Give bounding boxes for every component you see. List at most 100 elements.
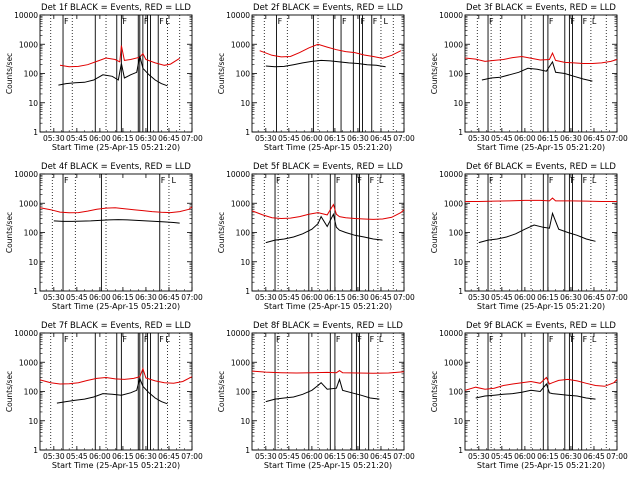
detector-8-marker-label: F bbox=[336, 335, 341, 344]
detector-9-xtick-label: 06:15 bbox=[537, 452, 559, 461]
detector-3-marker-label: F bbox=[549, 17, 554, 26]
detector-1-marker-label: F bbox=[144, 17, 149, 26]
detector-3-title: Det 3f BLACK = Events, RED = LLD bbox=[466, 3, 616, 13]
detector-5-xtick-label: 06:30 bbox=[347, 293, 369, 302]
detector-4-marker-label: L bbox=[172, 176, 177, 185]
detector-3-marker-label: L bbox=[592, 17, 597, 26]
detector-7-xtick-label: 06:15 bbox=[112, 452, 134, 461]
detector-9-xtick-label: 07:00 bbox=[606, 452, 628, 461]
detector-7-marker-label: L bbox=[165, 335, 170, 344]
detector-6-ylabel: Counts/sec bbox=[430, 212, 439, 253]
detector-9-marker-label: F bbox=[489, 335, 494, 344]
detector-2-xtick-label: 05:45 bbox=[278, 134, 300, 143]
detector-8-series-lld bbox=[251, 369, 405, 374]
detector-6-marker-label: F bbox=[583, 176, 588, 185]
detector-6-xtick-label: 06:45 bbox=[583, 293, 605, 302]
detector-5-marker-label: F bbox=[357, 176, 362, 185]
detector-2-ytick-label: 1 bbox=[245, 128, 250, 137]
detector-1-ytick-label: 1000 bbox=[19, 40, 38, 49]
detector-8-marker-label: F bbox=[357, 335, 362, 344]
detector-5-panel: Det 5f BLACK = Events, RED = LLD 1 10 100 10… bbox=[217, 162, 415, 311]
detector-2-marker-label: F bbox=[278, 17, 283, 26]
detector-3-xtick-label: 05:30 bbox=[468, 134, 490, 143]
detector-2-xlabel: Start Time (25-Apr-15 05:21:20) bbox=[264, 143, 392, 152]
detector-8-ytick-label: 1000 bbox=[231, 358, 250, 367]
detector-6-title: Det 6f BLACK = Events, RED = LLD bbox=[466, 162, 616, 172]
detector-3-xtick-label: 06:15 bbox=[537, 134, 559, 143]
detector-3-marker-label: F bbox=[583, 17, 588, 26]
detector-2-xtick-label: 06:30 bbox=[347, 134, 369, 143]
detector-5-series-lld bbox=[251, 203, 405, 220]
detector-1-marker-label: L bbox=[165, 17, 170, 26]
detector-2-marker-label: L bbox=[384, 17, 389, 26]
detector-8-marker-label: F bbox=[370, 335, 375, 344]
detector-1-xtick-label: 06:00 bbox=[89, 134, 111, 143]
detector-3-series-lld bbox=[464, 51, 618, 64]
detector-7-marker-label: F bbox=[64, 335, 69, 344]
detector-4-xtick-label: 05:45 bbox=[66, 293, 88, 302]
detector-7-xtick-label: 06:30 bbox=[135, 452, 157, 461]
detector-1-marker-label: F bbox=[122, 17, 127, 26]
detector-8-xlabel: Start Time (25-Apr-15 05:21:20) bbox=[264, 461, 392, 470]
detector-6-series-events bbox=[478, 211, 596, 244]
detector-6-xtick-label: 05:30 bbox=[468, 293, 490, 302]
detector-8-series-events bbox=[265, 377, 380, 403]
detector-4-marker-label: F bbox=[161, 176, 166, 185]
detector-9-marker-label: F bbox=[570, 335, 575, 344]
detector-4-ytick-label: 10000 bbox=[14, 170, 38, 179]
detector-8-xtick-label: 07:00 bbox=[393, 452, 415, 461]
detector-9-series-events bbox=[475, 382, 596, 400]
detector-2-xtick-label: 06:15 bbox=[324, 134, 346, 143]
detector-9-xtick-label: 06:30 bbox=[560, 452, 582, 461]
detector-2-panel: Det 2f BLACK = Events, RED = LLD 1 10 100 10… bbox=[217, 3, 415, 152]
detector-5-ytick-label: 1000 bbox=[231, 199, 250, 208]
detector-3-ytick-label: 1000 bbox=[444, 40, 463, 49]
detector-9-marker-label: F bbox=[549, 335, 554, 344]
detector-3-panel: Det 3f BLACK = Events, RED = LLD 1 10 100 10… bbox=[430, 3, 628, 152]
detector-6-ytick-label: 100 bbox=[449, 229, 464, 238]
detector-1-ytick-label: 10 bbox=[28, 99, 38, 108]
detector-5-marker-label: F bbox=[336, 176, 341, 185]
detector-6-ytick-label: 1000 bbox=[444, 199, 463, 208]
detector-6-series-lld bbox=[465, 197, 617, 202]
detector-3-series-events bbox=[481, 60, 593, 82]
detector-5-xtick-label: 07:00 bbox=[393, 293, 415, 302]
detector-1-xtick-label: 05:30 bbox=[43, 134, 65, 143]
detector-8-xtick-label: 05:45 bbox=[278, 452, 300, 461]
detector-1-ylabel: Counts/sec bbox=[5, 53, 14, 94]
detector-4-ytick-label: 100 bbox=[24, 229, 39, 238]
detector-8-xtick-label: 06:30 bbox=[347, 452, 369, 461]
detector-8-marker-label: L bbox=[379, 335, 384, 344]
detector-6-xlabel: Start Time (25-Apr-15 05:21:20) bbox=[477, 302, 605, 311]
detector-9-marker-label: L bbox=[592, 335, 597, 344]
detector-9-panel: Det 9f BLACK = Events, RED = LLD 1 10 100 10… bbox=[430, 321, 628, 470]
detector-2-ytick-label: 10 bbox=[240, 99, 250, 108]
detector-1-series-events bbox=[58, 55, 168, 87]
detector-3-xlabel: Start Time (25-Apr-15 05:21:20) bbox=[477, 143, 605, 152]
detector-6-xtick-label: 07:00 bbox=[606, 293, 628, 302]
detector-1-panel: Det 1f BLACK = Events, RED = LLD 1 10 100 10… bbox=[5, 3, 203, 152]
detector-3-xtick-label: 05:45 bbox=[491, 134, 513, 143]
detector-7-marker-label: F bbox=[159, 335, 164, 344]
detector-6-xtick-label: 05:45 bbox=[491, 293, 513, 302]
detector-9-xtick-label: 06:00 bbox=[514, 452, 536, 461]
detector-8-panel: Det 8f BLACK = Events, RED = LLD 1 10 100 10… bbox=[217, 321, 415, 470]
detector-9-xtick-label: 05:30 bbox=[468, 452, 490, 461]
detector-3-ytick-label: 100 bbox=[449, 70, 464, 79]
detector-2-series-lld bbox=[259, 43, 402, 59]
detector-6-marker-label: F bbox=[549, 176, 554, 185]
detector-7-marker-label: F bbox=[122, 335, 127, 344]
detector-4-xtick-label: 07:00 bbox=[181, 293, 203, 302]
detector-7-ytick-label: 1000 bbox=[19, 358, 38, 367]
detector-1-xlabel: Start Time (25-Apr-15 05:21:20) bbox=[52, 143, 180, 152]
detector-4-series-lld bbox=[39, 206, 193, 214]
detector-5-ytick-label: 100 bbox=[236, 229, 251, 238]
detector-9-xtick-label: 05:45 bbox=[491, 452, 513, 461]
detector-3-xtick-label: 06:30 bbox=[560, 134, 582, 143]
detector-9-ytick-label: 10000 bbox=[439, 329, 463, 338]
detector-9-xlabel: Start Time (25-Apr-15 05:21:20) bbox=[477, 461, 605, 470]
detector-6-xtick-label: 06:30 bbox=[560, 293, 582, 302]
detector-7-ytick-label: 100 bbox=[24, 388, 39, 397]
detector-5-series-events bbox=[265, 212, 383, 244]
